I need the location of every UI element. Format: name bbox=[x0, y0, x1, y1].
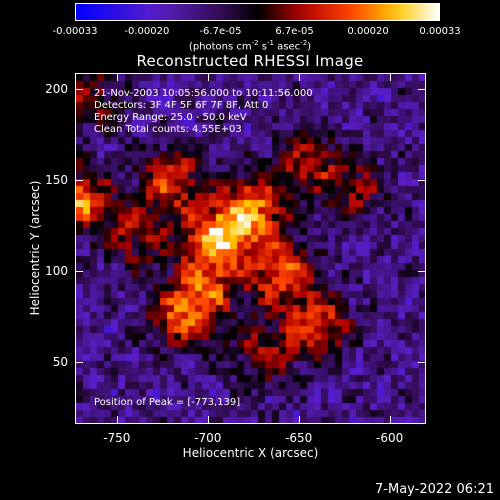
x-tick-label: -700 bbox=[194, 431, 222, 445]
colorbar-tick-label: -6.7e-05 bbox=[199, 26, 242, 37]
colorbar-tick-label: -0.00020 bbox=[124, 26, 170, 37]
x-axis-label: Heliocentric X (arcsec) bbox=[182, 446, 319, 460]
y-tick-mark bbox=[75, 89, 83, 91]
x-tick-mark bbox=[389, 73, 391, 81]
colorbar-tick-label: 0.00020 bbox=[347, 26, 389, 37]
y-tick-mark bbox=[75, 180, 83, 182]
colorbar-tick-label: 6.7e-05 bbox=[275, 26, 314, 37]
y-tick-label: 100 bbox=[45, 264, 68, 279]
render-timestamp: 7-May-2022 06:21 bbox=[375, 482, 494, 497]
y-tick-mark bbox=[418, 180, 426, 182]
colorbar-tick-label: -0.00033 bbox=[52, 26, 98, 37]
x-tick-mark bbox=[207, 73, 209, 81]
y-tick-mark bbox=[75, 362, 83, 364]
annotation-time-range: 21-Nov-2003 10:05:56.000 to 10:11:56.000 bbox=[94, 88, 313, 99]
colorbar-tick-label: 0.00033 bbox=[419, 26, 461, 37]
x-tick-label: -650 bbox=[285, 431, 313, 445]
x-tick-mark bbox=[116, 73, 118, 81]
y-tick-label: 50 bbox=[52, 355, 68, 370]
x-tick-mark bbox=[116, 416, 118, 424]
heatmap-image bbox=[76, 74, 425, 423]
annotation-detectors: Detectors: 3F 4F 5F 6F 7F 8F, Att 0 bbox=[94, 100, 269, 111]
y-tick-mark bbox=[418, 271, 426, 273]
colorbar-unit-label: (photons cm-2 s-1 asec-2) bbox=[188, 39, 312, 53]
x-tick-label: -600 bbox=[376, 431, 404, 445]
y-tick-label: 150 bbox=[45, 173, 68, 188]
annotation-clean-counts: Clean Total counts: 4.55E+03 bbox=[94, 124, 242, 135]
x-tick-mark bbox=[389, 416, 391, 424]
annotation-peak-position: Position of Peak = [-773,139] bbox=[94, 397, 241, 408]
y-tick-mark bbox=[75, 271, 83, 273]
rhessi-image-plot: 21-Nov-2003 10:05:56.000 to 10:11:56.000… bbox=[75, 73, 426, 424]
y-tick-label: 200 bbox=[45, 82, 68, 97]
y-tick-mark bbox=[418, 89, 426, 91]
y-axis-label: Heliocentric Y (arcsec) bbox=[28, 180, 42, 316]
x-tick-mark bbox=[207, 416, 209, 424]
x-tick-mark bbox=[298, 73, 300, 81]
colorbar bbox=[75, 3, 440, 21]
plot-title: Reconstructed RHESSI Image bbox=[136, 52, 364, 70]
y-tick-mark bbox=[418, 362, 426, 364]
annotation-energy-range: Energy Range: 25.0 - 50.0 keV bbox=[94, 112, 247, 123]
x-tick-mark bbox=[298, 416, 300, 424]
x-tick-label: -750 bbox=[103, 431, 131, 445]
